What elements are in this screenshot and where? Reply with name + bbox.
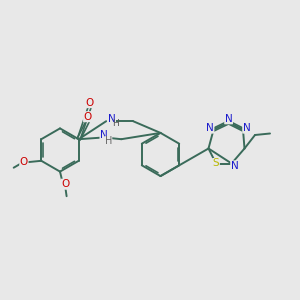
Text: H: H — [105, 136, 112, 146]
Text: N: N — [231, 161, 239, 171]
Text: S: S — [213, 158, 219, 169]
Text: O: O — [86, 98, 94, 108]
Text: O: O — [61, 179, 70, 189]
Text: O: O — [20, 157, 28, 167]
Text: N: N — [225, 114, 232, 124]
Text: N: N — [100, 130, 108, 140]
Text: N: N — [108, 114, 116, 124]
Text: N: N — [243, 123, 250, 133]
Text: N: N — [206, 123, 214, 133]
Text: H: H — [112, 119, 119, 128]
Text: O: O — [84, 112, 92, 122]
